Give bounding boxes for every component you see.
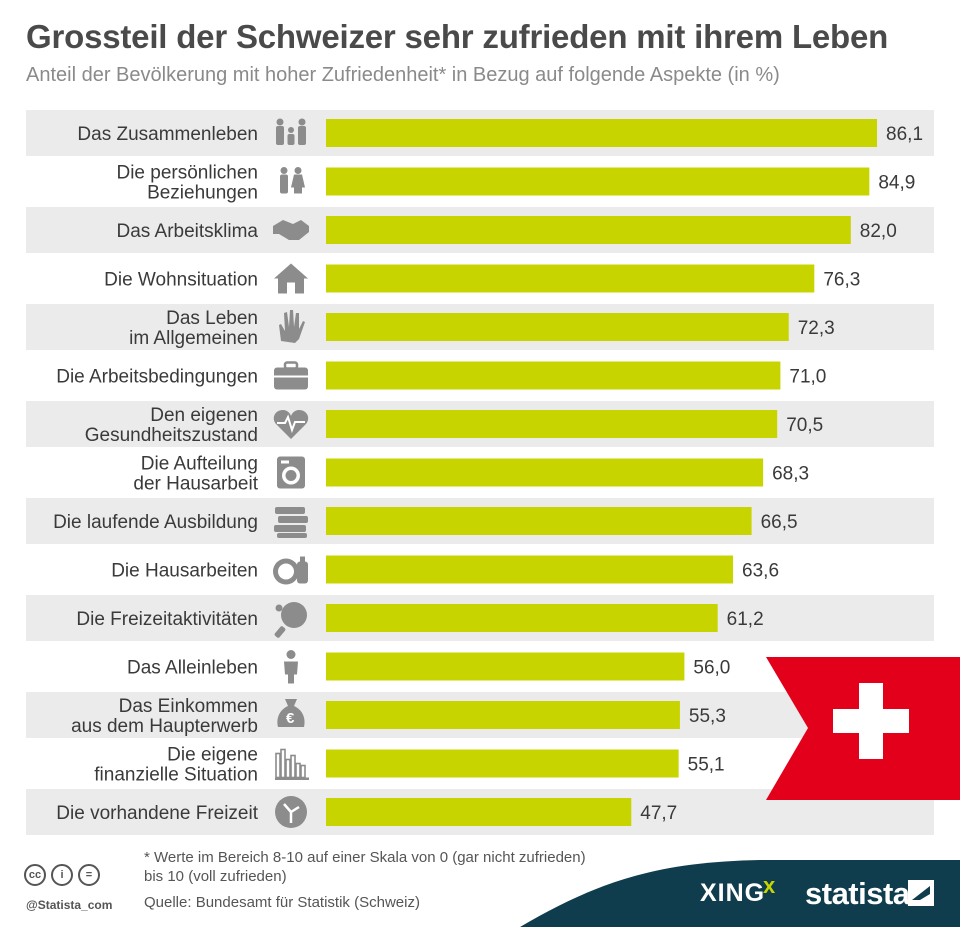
license-icons: cc i = bbox=[24, 864, 100, 886]
person-icon bbox=[284, 650, 298, 684]
bar bbox=[326, 216, 851, 244]
chart-subtitle: Anteil der Bevölkerung mit hoher Zufried… bbox=[26, 64, 780, 86]
value-label: 63,6 bbox=[742, 561, 779, 582]
value-label: 72,3 bbox=[798, 318, 835, 339]
value-label: 56,0 bbox=[693, 658, 730, 679]
bar bbox=[326, 458, 764, 487]
bar bbox=[326, 361, 781, 390]
hand-icon bbox=[279, 310, 305, 343]
category-label: Die laufende Ausbildung bbox=[53, 512, 258, 533]
bar bbox=[326, 604, 718, 632]
value-label: 55,1 bbox=[688, 755, 725, 776]
category-label: Das Zusammenleben bbox=[77, 124, 258, 145]
money-bag-icon: € bbox=[277, 699, 305, 727]
category-label: Die Hausarbeiten bbox=[111, 561, 258, 582]
xing-mark: x bbox=[763, 873, 776, 898]
couple-icon bbox=[280, 167, 305, 194]
value-label: 61,2 bbox=[727, 609, 764, 630]
source-note: Quelle: Bundesamt für Statistik (Schweiz… bbox=[144, 894, 420, 911]
statista-logo: statista bbox=[805, 876, 910, 911]
category-label: Die Freizeitaktivitäten bbox=[76, 609, 258, 630]
house-icon bbox=[274, 263, 308, 294]
category-label: Die persönlichen Beziehungen bbox=[116, 163, 258, 204]
category-label: Das Leben im Allgemeinen bbox=[129, 308, 258, 349]
attribution-icon: i bbox=[51, 864, 73, 886]
category-label: Das Einkommen aus dem Haupterwerb bbox=[71, 696, 258, 737]
value-label: 70,5 bbox=[786, 415, 823, 436]
handshake-icon bbox=[273, 220, 309, 240]
footer-band-shape bbox=[520, 860, 960, 927]
category-label: Die Wohnsituation bbox=[104, 270, 258, 291]
footnote: * Werte im Bereich 8-10 auf einer Skala … bbox=[144, 849, 586, 885]
value-label: 84,9 bbox=[878, 173, 915, 194]
bar bbox=[326, 652, 685, 681]
statista-handle: @Statista_com bbox=[26, 898, 113, 912]
category-label: Die eigene finanzielle Situation bbox=[94, 745, 258, 786]
value-label: 82,0 bbox=[860, 221, 897, 242]
chart-title: Grossteil der Schweizer sehr zufrieden m… bbox=[26, 18, 889, 55]
category-label: Das Alleinleben bbox=[127, 658, 258, 679]
category-label: Den eigenen Gesundheitszustand bbox=[85, 405, 258, 446]
bar-chart-icon bbox=[275, 748, 309, 780]
bar bbox=[326, 119, 878, 147]
category-label: Die Arbeitsbedingungen bbox=[56, 367, 258, 388]
value-label: 66,5 bbox=[761, 512, 798, 533]
category-label: Die Aufteilung der Hausarbeit bbox=[133, 454, 258, 495]
category-label: Die vorhandene Freizeit bbox=[56, 803, 258, 824]
bar bbox=[326, 701, 680, 729]
value-label: 76,3 bbox=[823, 270, 860, 291]
bar bbox=[326, 798, 632, 826]
xing-logo: XING bbox=[700, 879, 766, 907]
bar bbox=[326, 410, 778, 438]
bar bbox=[326, 313, 789, 341]
bar bbox=[326, 507, 752, 535]
swiss-flag bbox=[766, 657, 960, 800]
cc-icon: cc bbox=[24, 864, 46, 886]
chart-rows: 86,1 Das Zusammenleben 84,9 Die persönliche… bbox=[53, 118, 923, 828]
value-label: 86,1 bbox=[886, 124, 923, 145]
svg-text:€: € bbox=[286, 710, 295, 727]
bar bbox=[326, 749, 679, 778]
flag-cross-horizontal bbox=[833, 709, 909, 733]
bar bbox=[326, 264, 815, 293]
bar bbox=[326, 555, 734, 584]
bar bbox=[326, 167, 870, 196]
briefcase-icon bbox=[274, 361, 308, 390]
books-icon bbox=[274, 507, 308, 538]
footer-band bbox=[520, 860, 960, 927]
value-label: 68,3 bbox=[772, 464, 809, 485]
family-icon bbox=[276, 118, 306, 145]
no-derivatives-icon: = bbox=[78, 864, 100, 886]
value-label: 47,7 bbox=[640, 803, 677, 824]
ping-pong-icon bbox=[274, 602, 307, 638]
washing-machine-icon bbox=[277, 456, 305, 489]
value-label: 55,3 bbox=[689, 706, 726, 727]
category-label: Das Arbeitsklima bbox=[117, 221, 259, 242]
value-label: 71,0 bbox=[789, 367, 826, 388]
statista-logo-icon bbox=[908, 880, 934, 906]
clock-icon bbox=[275, 796, 307, 828]
dishes-icon bbox=[273, 556, 308, 585]
heart-pulse-icon bbox=[273, 410, 309, 439]
